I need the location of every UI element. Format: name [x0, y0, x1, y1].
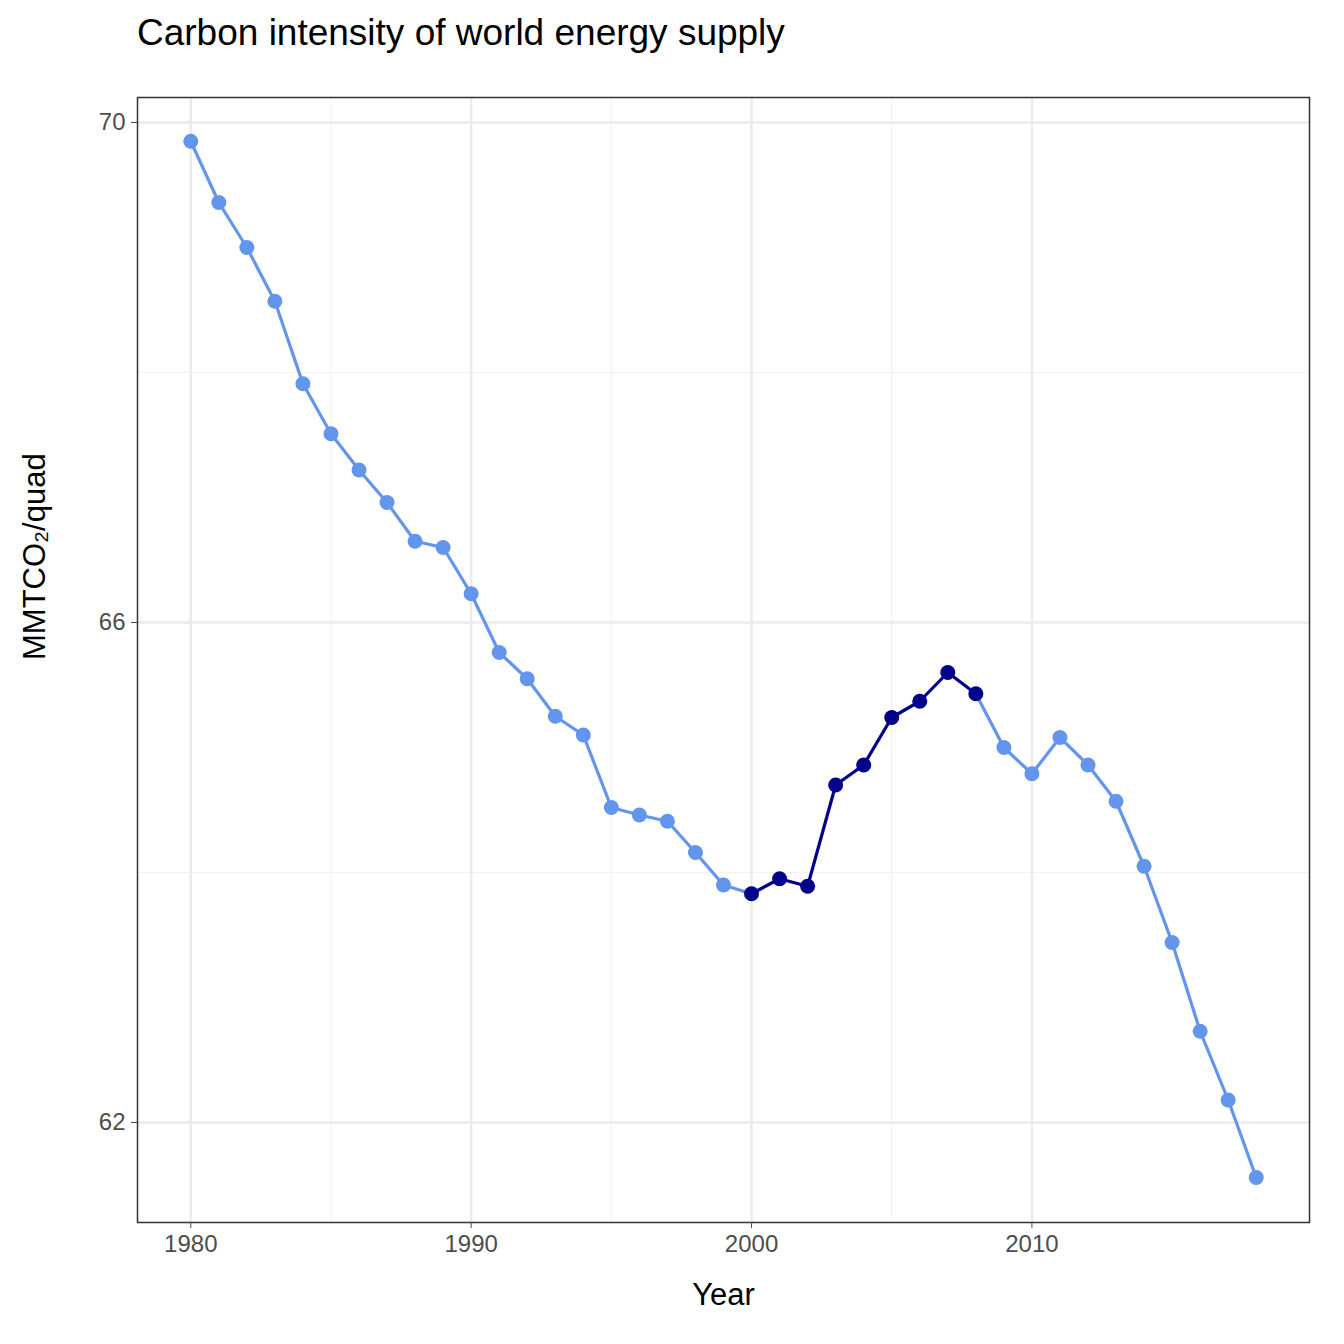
- html-text:Carbon intensity of world ener: Carbon intensity of world energy supply: [137, 12, 785, 53]
- svg-text:1990: 1990: [444, 1230, 497, 1257]
- svg-text:Year: Year: [692, 1277, 755, 1312]
- svg-text:2010: 2010: [1005, 1230, 1058, 1257]
- svg-text:66: 66: [99, 608, 126, 635]
- svg-text:70: 70: [99, 108, 126, 135]
- svg-text:MMTCO₂/quad: MMTCO₂/quad: [17, 453, 52, 660]
- svg-text:2000: 2000: [725, 1230, 778, 1257]
- svg-text:62: 62: [99, 1108, 126, 1135]
- svg-text:1980: 1980: [164, 1230, 217, 1257]
